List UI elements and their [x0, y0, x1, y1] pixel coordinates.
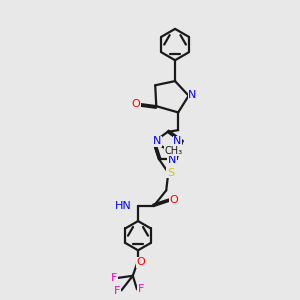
Text: HN: HN	[115, 201, 131, 211]
Text: O: O	[169, 195, 178, 205]
Text: CH₃: CH₃	[165, 146, 183, 156]
Text: O: O	[132, 99, 140, 109]
Text: N: N	[168, 155, 176, 165]
Text: S: S	[167, 168, 174, 178]
Text: F: F	[114, 286, 120, 296]
Text: N: N	[153, 136, 161, 146]
Text: N: N	[188, 90, 196, 100]
Text: F: F	[138, 284, 144, 294]
Text: F: F	[111, 273, 117, 283]
Text: O: O	[137, 257, 146, 267]
Text: N: N	[173, 136, 181, 146]
